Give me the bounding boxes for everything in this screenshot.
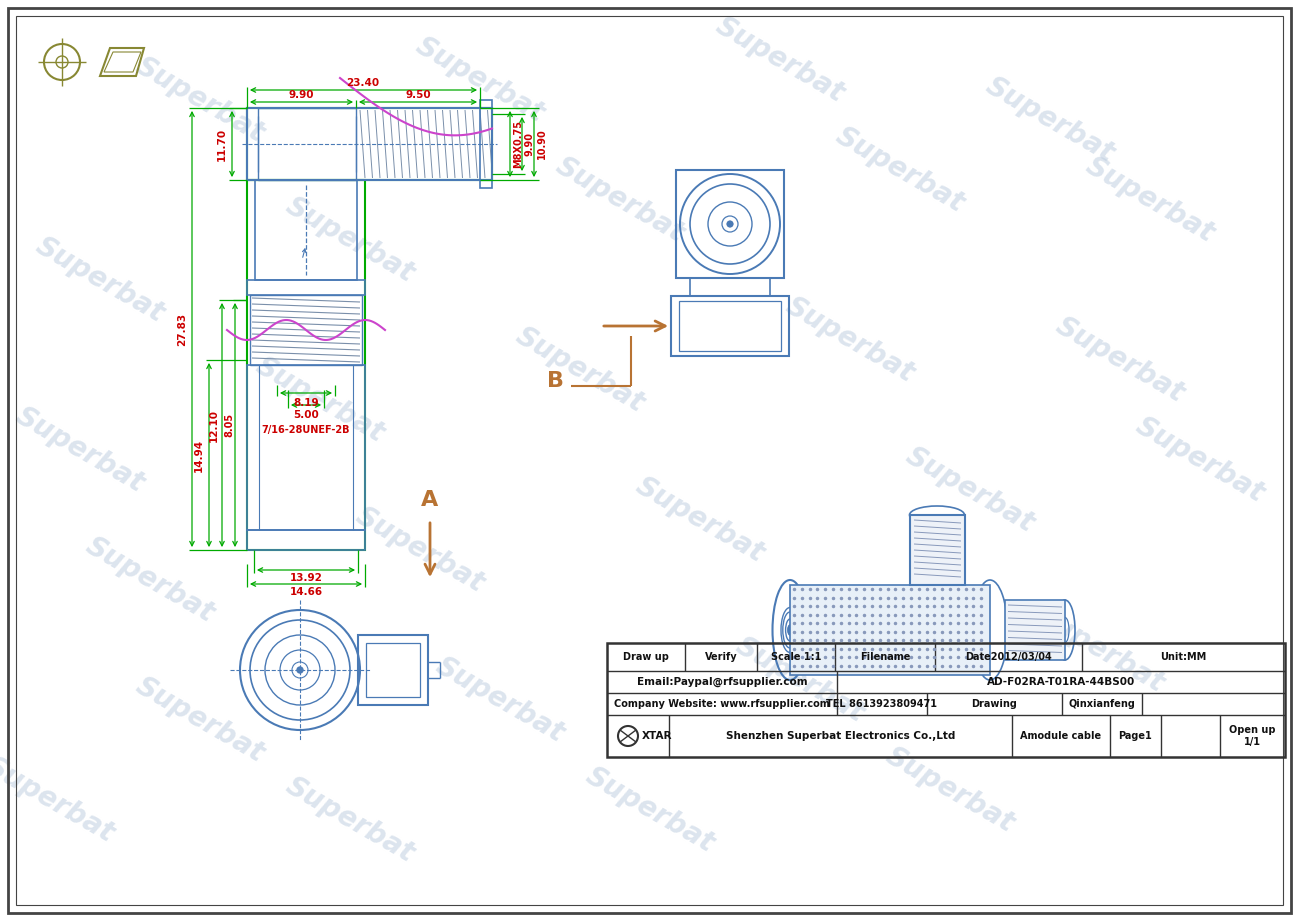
Text: Superbat: Superbat <box>551 152 690 248</box>
Text: Superbat: Superbat <box>281 192 420 288</box>
Text: 5.00: 5.00 <box>294 410 318 420</box>
Text: Superbat: Superbat <box>351 502 490 598</box>
Text: Superbat: Superbat <box>431 652 569 748</box>
Text: Superbat: Superbat <box>131 672 269 768</box>
Text: 11.70: 11.70 <box>217 127 227 160</box>
Text: 9.90: 9.90 <box>288 90 314 100</box>
Text: AD-F02RA-T01RA-44BS00: AD-F02RA-T01RA-44BS00 <box>987 677 1135 687</box>
Text: 14.94: 14.94 <box>194 438 204 472</box>
Text: Superbat: Superbat <box>511 321 650 418</box>
Text: Amodule cable: Amodule cable <box>1021 731 1102 741</box>
Bar <box>247 530 365 550</box>
Text: Email:Paypal@rfsupplier.com: Email:Paypal@rfsupplier.com <box>637 677 807 687</box>
Text: Superbat: Superbat <box>1051 312 1190 408</box>
Text: Superbat: Superbat <box>281 772 420 869</box>
Text: Superbat: Superbat <box>251 352 390 449</box>
Bar <box>790 585 990 675</box>
Text: A: A <box>421 490 439 510</box>
Text: Superbat: Superbat <box>31 232 169 328</box>
Bar <box>679 301 781 351</box>
Text: TEL 8613923809471: TEL 8613923809471 <box>826 699 938 709</box>
Text: Superbat: Superbat <box>581 762 720 858</box>
Text: Superbat: Superbat <box>781 292 920 388</box>
Text: Superbat: Superbat <box>730 632 869 729</box>
Text: Draw up: Draw up <box>624 652 669 662</box>
Text: Filename: Filename <box>860 652 911 662</box>
Text: B: B <box>547 371 565 391</box>
Text: Superbat: Superbat <box>10 402 149 498</box>
Bar <box>259 108 356 180</box>
Text: Drawing: Drawing <box>972 699 1017 709</box>
Text: Superbat: Superbat <box>81 531 220 628</box>
Circle shape <box>727 221 733 227</box>
Text: Superbat: Superbat <box>1030 602 1169 698</box>
Text: Qinxianfeng: Qinxianfeng <box>1069 699 1135 709</box>
Text: Unit:MM: Unit:MM <box>1160 652 1207 662</box>
Bar <box>247 108 492 180</box>
Bar <box>255 180 357 280</box>
Text: 27.83: 27.83 <box>177 312 187 345</box>
Text: 14.66: 14.66 <box>290 587 322 597</box>
Bar <box>1005 600 1065 660</box>
Circle shape <box>297 667 303 673</box>
Text: Shenzhen Superbat Electronics Co.,Ltd: Shenzhen Superbat Electronics Co.,Ltd <box>726 731 955 741</box>
Text: 7/16-28UNEF-2B: 7/16-28UNEF-2B <box>262 425 351 435</box>
Text: 10.90: 10.90 <box>536 129 547 159</box>
Bar <box>249 295 362 365</box>
Text: M8X0.75: M8X0.75 <box>513 120 523 168</box>
Text: Open up
1/1: Open up 1/1 <box>1229 725 1276 747</box>
Text: 12.10: 12.10 <box>209 409 220 441</box>
Text: Superbat: Superbat <box>410 32 549 128</box>
Text: Superbat: Superbat <box>131 52 269 148</box>
Text: Superbat: Superbat <box>1130 412 1269 508</box>
Bar <box>675 170 785 278</box>
Ellipse shape <box>788 625 792 635</box>
Bar <box>690 278 770 296</box>
Bar <box>247 180 365 550</box>
Text: 13.92: 13.92 <box>290 573 322 583</box>
Bar <box>672 296 788 356</box>
Text: Superbat: Superbat <box>0 752 120 848</box>
Bar <box>247 108 492 180</box>
Text: Superbat: Superbat <box>900 442 1039 538</box>
Text: 8.19: 8.19 <box>294 398 318 408</box>
Text: Superbat: Superbat <box>711 12 850 108</box>
Text: Date2012/03/04: Date2012/03/04 <box>965 652 1052 662</box>
Text: Superbat: Superbat <box>881 742 1020 838</box>
Text: Page1: Page1 <box>1118 731 1152 741</box>
Text: Company Website: www.rfsupplier.com: Company Website: www.rfsupplier.com <box>614 699 830 709</box>
Bar <box>911 515 965 585</box>
Text: Scale 1:1: Scale 1:1 <box>770 652 821 662</box>
Text: XTAR: XTAR <box>642 731 673 741</box>
Text: Superbat: Superbat <box>981 72 1120 169</box>
Bar <box>607 643 1285 757</box>
Bar <box>247 365 365 530</box>
Bar <box>366 643 420 697</box>
Bar <box>247 280 365 295</box>
Text: 23.40: 23.40 <box>347 78 379 88</box>
Text: Superbat: Superbat <box>1081 152 1220 248</box>
Text: Verify: Verify <box>704 652 738 662</box>
Bar <box>481 100 492 188</box>
Text: 9.50: 9.50 <box>405 90 431 100</box>
Text: 9.90: 9.90 <box>525 132 535 156</box>
Bar <box>359 635 427 705</box>
Text: Superbat: Superbat <box>830 122 969 218</box>
Text: 8.05: 8.05 <box>223 413 234 437</box>
Text: Superbat: Superbat <box>630 472 769 568</box>
